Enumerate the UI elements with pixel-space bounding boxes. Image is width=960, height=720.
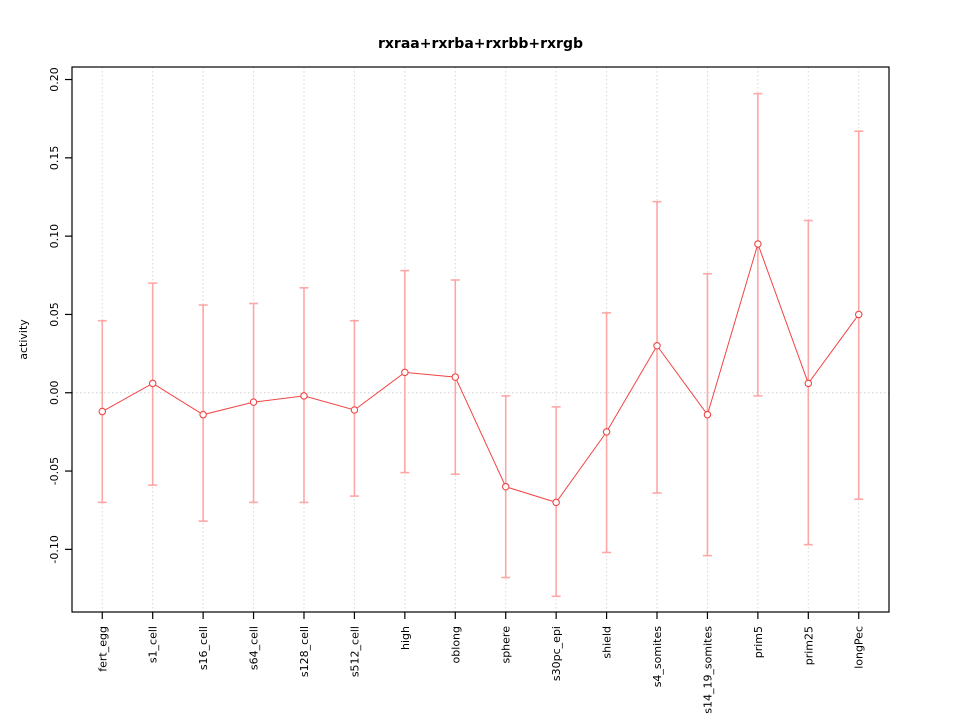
data-point: [199, 410, 207, 419]
data-point: [653, 342, 661, 350]
data-point: [703, 410, 712, 419]
x-tick-label: s1_cell: [147, 626, 160, 663]
x-tick-label: prim5: [752, 626, 765, 658]
y-tick-label: 0.20: [48, 67, 61, 92]
y-tick-label: 0.00: [48, 380, 61, 405]
x-tick-label: sphere: [500, 626, 513, 664]
x-tick-label: shield: [601, 626, 614, 659]
data-point: [602, 428, 611, 436]
y-tick-label: 0.15: [48, 146, 61, 171]
x-tick-label: s512_cell: [348, 626, 361, 677]
data-point: [451, 373, 460, 381]
x-tick-label: s64_cell: [248, 626, 261, 670]
data-point: [501, 482, 510, 491]
series-line: [102, 242, 860, 503]
data-point: [249, 398, 258, 406]
x-tick-label: s14_19_somites: [701, 626, 714, 714]
x-tick-label: s4_somites: [651, 626, 664, 688]
x-tick-label: fert_egg: [96, 626, 109, 672]
data-point: [804, 379, 813, 388]
x-tick-label: longPec: [853, 626, 866, 669]
x-tick-label: s16_cell: [197, 626, 210, 670]
x-tick-label: oblong: [449, 626, 462, 663]
y-axis-label: activity: [17, 319, 30, 360]
plot-box: [71, 66, 890, 613]
x-tick-label: high: [399, 626, 412, 650]
y-tick-label: -0.05: [48, 457, 61, 485]
data-point: [148, 379, 157, 388]
chart-title: rxraa+rxrba+rxrbb+rxrgb: [378, 36, 583, 52]
data-point: [854, 310, 863, 319]
data-point: [350, 406, 359, 414]
data-point: [98, 407, 107, 416]
y-tick-label: 0.10: [48, 224, 61, 249]
data-point: [754, 240, 762, 248]
data-point: [300, 392, 308, 400]
y-tick-label: 0.05: [48, 302, 61, 327]
x-tick-label: s30pc_epi: [550, 626, 563, 681]
x-tick-label: prim25: [802, 626, 815, 665]
y-tick-label: -0.10: [48, 535, 61, 563]
x-tick-label: s128_cell: [298, 626, 311, 677]
data-point: [552, 498, 560, 507]
data-point: [401, 368, 409, 377]
